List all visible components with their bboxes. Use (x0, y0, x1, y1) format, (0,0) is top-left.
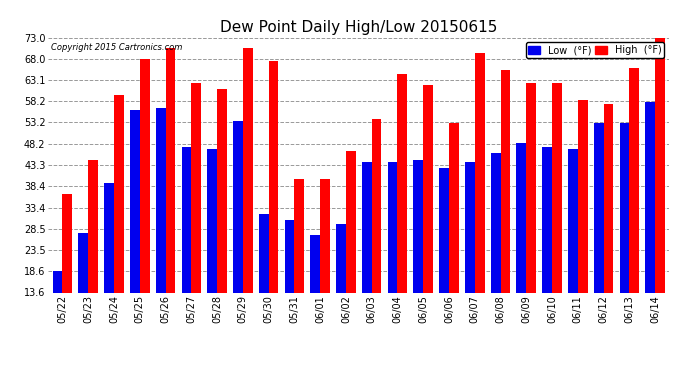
Bar (310, 235, 320, 292)
Legend: Low  (°F), High  (°F): Low (°F), High (°F) (526, 42, 664, 58)
Bar (191, 82, 201, 292)
Bar (259, 213, 268, 292)
Bar (594, 123, 604, 292)
Bar (372, 119, 382, 292)
Bar (320, 179, 330, 292)
Bar (346, 151, 356, 292)
Bar (207, 149, 217, 292)
Bar (156, 108, 166, 292)
Bar (475, 53, 484, 292)
Bar (217, 89, 227, 292)
Bar (568, 149, 578, 292)
Bar (552, 82, 562, 292)
Bar (140, 59, 150, 292)
Bar (233, 121, 243, 292)
Bar (114, 96, 124, 292)
Bar (362, 162, 372, 292)
Bar (517, 142, 526, 292)
Bar (284, 220, 295, 292)
Bar (243, 48, 253, 292)
Bar (465, 162, 475, 292)
Bar (104, 183, 114, 292)
Bar (52, 271, 63, 292)
Bar (578, 100, 588, 292)
Bar (629, 68, 639, 292)
Bar (268, 61, 278, 292)
Bar (655, 38, 665, 292)
Text: Copyright 2015 Cartronics.com: Copyright 2015 Cartronics.com (51, 43, 183, 52)
Bar (645, 102, 655, 292)
Bar (604, 104, 613, 292)
Bar (397, 74, 407, 292)
Bar (620, 123, 629, 292)
Bar (413, 160, 423, 292)
Bar (542, 147, 552, 292)
Bar (500, 70, 511, 292)
Bar (130, 111, 140, 292)
Bar (181, 147, 191, 292)
Bar (449, 123, 459, 292)
Bar (166, 48, 175, 292)
Title: Dew Point Daily High/Low 20150615: Dew Point Daily High/Low 20150615 (220, 20, 497, 35)
Bar (388, 162, 397, 292)
Bar (63, 194, 72, 292)
Bar (79, 233, 88, 292)
Bar (491, 153, 500, 292)
Bar (336, 224, 346, 292)
Bar (423, 85, 433, 292)
Bar (295, 179, 304, 292)
Bar (526, 82, 536, 292)
Bar (440, 168, 449, 292)
Bar (88, 160, 98, 292)
